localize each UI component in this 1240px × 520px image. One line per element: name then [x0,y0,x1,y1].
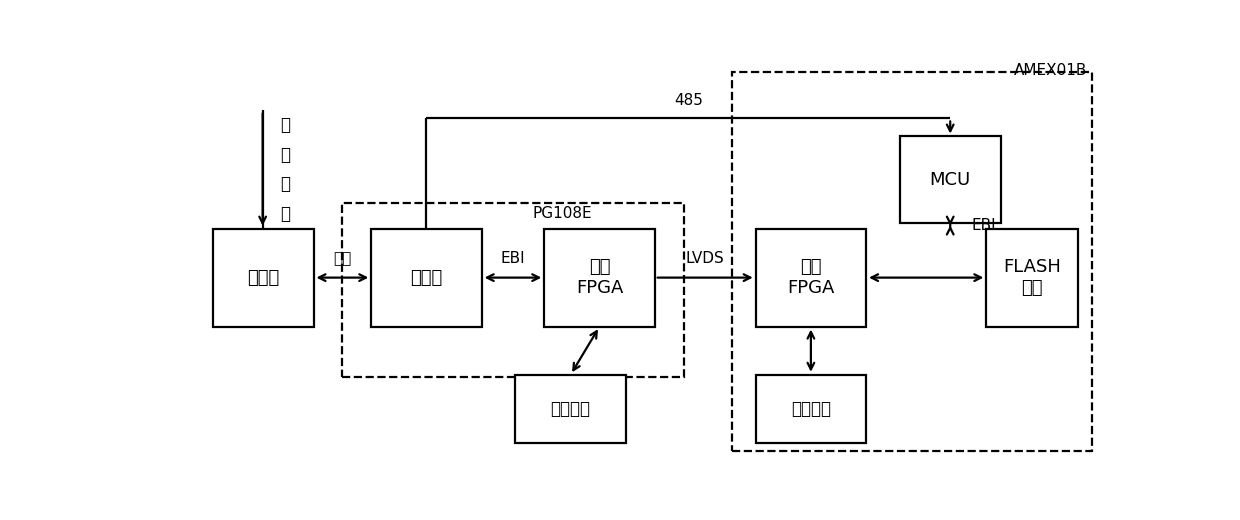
Text: 第二
FPGA: 第二 FPGA [787,258,835,297]
Text: MCU: MCU [930,171,971,189]
Text: 第一内存: 第一内存 [551,400,590,418]
Bar [900,136,1001,223]
Bar [986,229,1078,327]
Text: EBI: EBI [971,218,996,233]
Text: 第二内存: 第二内存 [791,400,831,418]
Text: 网线: 网线 [334,251,351,266]
Text: 级: 级 [280,146,290,164]
Text: AMEX01B: AMEX01B [1014,63,1087,79]
Text: 上位机: 上位机 [247,269,279,287]
Bar [342,202,683,376]
Bar [516,375,626,443]
Text: EBI: EBI [501,251,526,266]
Text: LVDS: LVDS [686,251,724,266]
Bar [371,229,481,327]
Text: FLASH
芯片: FLASH 芯片 [1003,258,1061,297]
Text: 升: 升 [280,116,290,134]
Text: 文: 文 [280,175,290,193]
Text: 件: 件 [280,205,290,223]
Bar [544,229,655,327]
Text: 485: 485 [673,94,703,109]
Text: PG108E: PG108E [533,205,593,220]
Text: 第一
FPGA: 第一 FPGA [575,258,624,297]
Bar [732,72,1092,451]
Bar [755,229,866,327]
Bar [213,229,314,327]
Text: 处理器: 处理器 [410,269,443,287]
Bar [755,375,866,443]
